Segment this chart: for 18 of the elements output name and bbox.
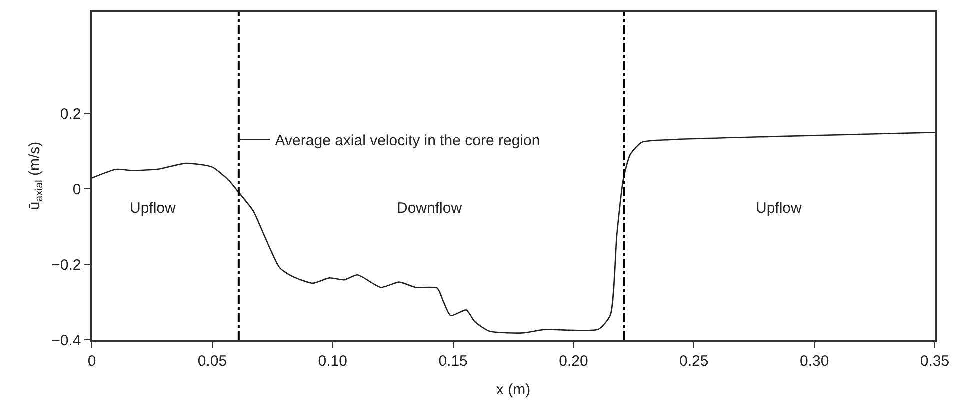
x-tick-label: 0.30	[800, 352, 830, 370]
x-tick-label: 0	[88, 352, 96, 370]
x-tick-label: 0.25	[680, 352, 709, 370]
y-tick-label: 0	[72, 181, 82, 198]
x-tick-label: 0.05	[198, 352, 228, 370]
line-series	[92, 132, 935, 334]
annotation: Upflow	[130, 200, 176, 217]
x-tick-label: 0.10	[318, 352, 348, 370]
y-tick-label: −0.4	[52, 332, 82, 350]
annotation: Downflow	[397, 200, 462, 217]
legend-label: Average axial velocity in the core region	[275, 132, 540, 150]
x-tick-label: 0.35	[920, 352, 950, 370]
x-axis-title: x (m)	[496, 381, 531, 398]
x-tick-label: 0.15	[438, 352, 468, 370]
annotation: Upflow	[756, 200, 802, 217]
x-tick-label: 0.20	[559, 352, 588, 370]
y-tick-label: −0.2	[52, 256, 82, 274]
y-tick-label: 0.2	[60, 106, 82, 124]
